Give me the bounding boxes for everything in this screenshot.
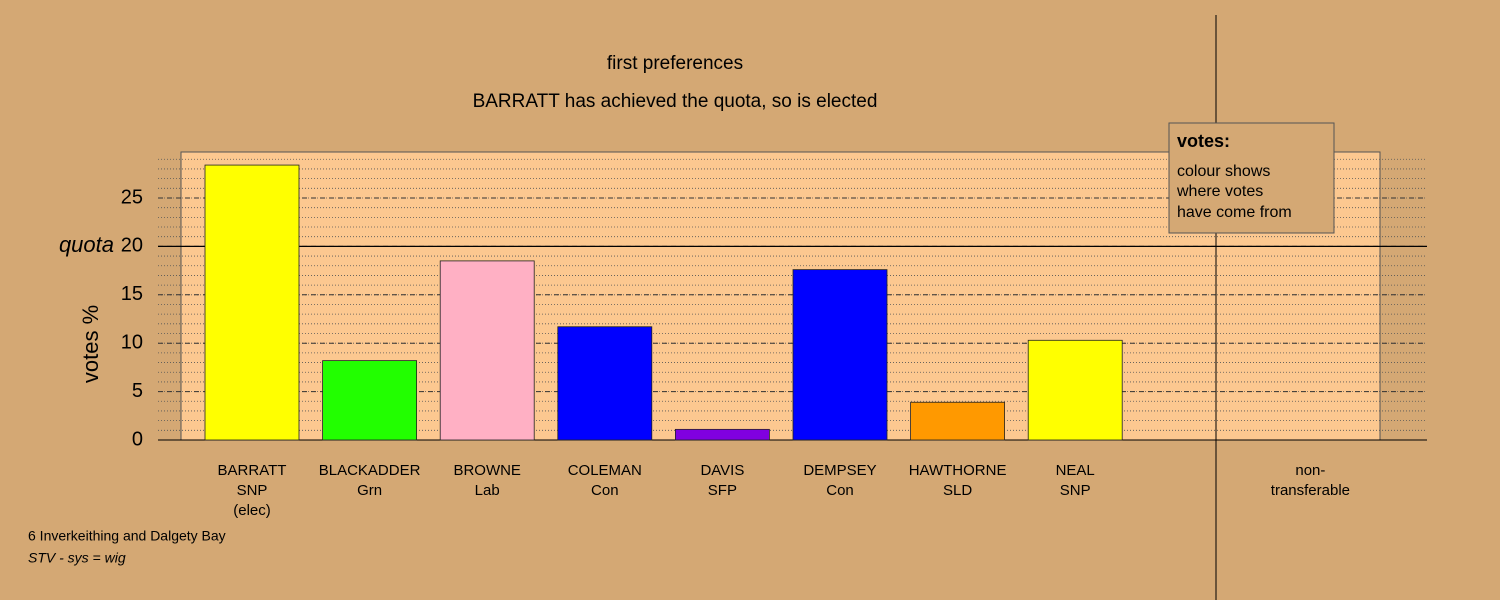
x-tick-label: COLEMAN <box>568 462 642 479</box>
x-tick-label: SFP <box>708 482 737 499</box>
legend: votes: colour shows where votes have com… <box>1168 122 1335 234</box>
y-tick-label: 20 <box>121 235 143 257</box>
x-tick-label: Grn <box>357 482 382 499</box>
x-tick-label: non- <box>1295 462 1325 479</box>
bar <box>439 260 535 441</box>
bar <box>204 164 300 441</box>
y-tick-label: 10 <box>121 331 143 353</box>
x-tick-label: Lab <box>475 482 500 499</box>
x-tick-label: HAWTHORNE <box>909 462 1007 479</box>
bar <box>322 360 418 441</box>
bar <box>792 269 888 441</box>
x-tick-label: BARRATT <box>218 462 287 479</box>
x-tick-label: SNP <box>1060 482 1091 499</box>
x-tick-label: transferable <box>1271 482 1350 499</box>
x-tick-label: SNP <box>237 482 268 499</box>
x-tick-label: Con <box>591 482 619 499</box>
y-tick-label: 25 <box>121 186 143 208</box>
bar <box>910 401 1005 441</box>
legend-text: where votes <box>1176 183 1263 200</box>
legend-text: have come from <box>1177 204 1292 221</box>
y-tick-label: 15 <box>121 283 143 305</box>
legend-text: colour shows <box>1177 163 1270 180</box>
bar <box>557 326 653 441</box>
x-tick-label: SLD <box>943 482 972 499</box>
x-tick-label: BLACKADDER <box>319 462 421 479</box>
bar <box>1027 339 1123 441</box>
y-tick-label: 0 <box>132 428 143 450</box>
x-tick-label: DEMPSEY <box>803 462 876 479</box>
quota-label: quota <box>59 232 114 257</box>
x-tick-label: (elec) <box>233 502 271 519</box>
x-tick-label: BROWNE <box>453 462 521 479</box>
chart-title: first preferences <box>607 53 743 74</box>
legend-title: votes: <box>1177 131 1230 151</box>
y-axis-label: votes % <box>78 305 103 383</box>
x-tick-label: NEAL <box>1056 462 1095 479</box>
x-tick-label: DAVIS <box>700 462 744 479</box>
footer: 6 Inverkeithing and Dalgety Bay <box>28 528 226 544</box>
chart-subtitle: BARRATT has achieved the quota, so is el… <box>473 91 878 112</box>
x-tick-label: Con <box>826 482 854 499</box>
y-tick-label: 5 <box>132 380 143 402</box>
footer: STV - sys = wig <box>28 550 126 566</box>
legend-box <box>1168 122 1335 234</box>
bar <box>675 428 770 441</box>
